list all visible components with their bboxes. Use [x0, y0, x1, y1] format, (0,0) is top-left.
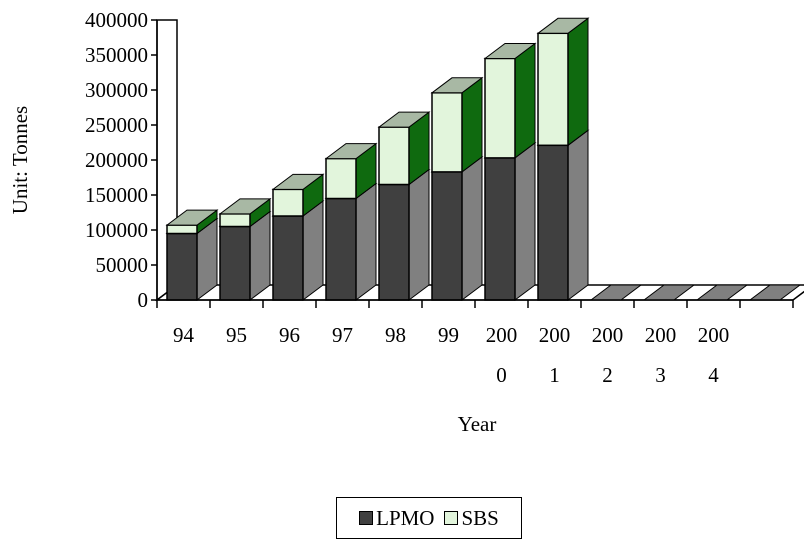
x-tick-label: 200 [592, 323, 624, 347]
y-tick-label: 350000 [85, 43, 148, 67]
x-axis-title: Year [458, 412, 497, 436]
bar-sbs-side [461, 76, 483, 173]
bar-sbs-top [430, 77, 484, 94]
x-tick-label-line2: 1 [549, 363, 560, 387]
y-tick-label: 100000 [85, 218, 148, 242]
bar-sbs-front [272, 188, 304, 217]
legend-swatch-sbs [444, 511, 459, 525]
bar-lpmo-side [355, 182, 377, 301]
x-tick-label-line2: 3 [655, 363, 666, 387]
bar-sbs [430, 76, 484, 173]
legend-item-sbs: SBS [444, 505, 499, 531]
x-tick-label: 95 [226, 323, 247, 347]
bar-lpmo-side [567, 129, 589, 301]
bar-lpmo-side [302, 200, 324, 301]
legend-swatch-lpmo [359, 511, 374, 525]
legend-label-sbs: SBS [461, 505, 499, 530]
bar-sbs-top [483, 43, 537, 59]
x-tick-label: 200 [539, 323, 571, 347]
bar-lpmo-front [484, 157, 516, 301]
x-tick-label-line2: 4 [708, 363, 719, 387]
bar-sbs-front [484, 57, 516, 159]
bar-lpmo-side [461, 155, 483, 301]
bar-sbs-top [536, 17, 590, 34]
x-tick-label-line2: 2 [602, 363, 613, 387]
x-tick-label: 97 [332, 323, 353, 347]
bar-sbs-front [378, 126, 410, 186]
x-tick-label: 99 [438, 323, 459, 347]
y-tick-label: 50000 [96, 253, 149, 277]
bar-sbs-top [271, 173, 325, 190]
bar-sbs [271, 173, 325, 217]
y-tick-label: 200000 [85, 148, 148, 172]
bar-sbs-top [377, 111, 431, 128]
y-axis: 400000 350000 300000 250000 200000 150000 1000… [85, 8, 158, 312]
bar-sbs [165, 209, 219, 235]
x-axis: 94 95 96 97 98 99 200 0 200 1 200 2 200 3 200 4 [156, 299, 794, 387]
x-tick-label: 200 [698, 323, 730, 347]
bar-lpmo-side [514, 141, 536, 301]
bar-sbs-top [165, 209, 219, 226]
x-tick-label-line2: 0 [496, 363, 507, 387]
bar-lpmo [430, 155, 484, 301]
bar-sbs [536, 17, 590, 147]
bar-sbs-side [567, 17, 589, 147]
bar-lpmo-front [166, 232, 198, 301]
legend: LPMO SBS [336, 497, 522, 539]
bar-lpmo-side [408, 168, 430, 301]
bar-sbs-top [218, 198, 272, 215]
y-tick-label: 250000 [85, 113, 148, 137]
bar-sbs-front [537, 32, 569, 147]
bars [165, 17, 802, 301]
bar-sbs [483, 42, 537, 159]
legend-label-lpmo: LPMO [376, 505, 435, 530]
bar-sbs-side [514, 42, 536, 159]
y-tick-label: 300000 [85, 78, 148, 102]
bar-lpmo [324, 182, 378, 301]
bar-lpmo [536, 129, 590, 301]
legend-item-lpmo: LPMO [359, 506, 434, 531]
bar-lpmo [483, 141, 537, 301]
bar-lpmo-front [537, 144, 569, 301]
bar-sbs-front [219, 213, 251, 228]
bar-lpmo-front [325, 197, 357, 301]
bar-sbs [324, 142, 378, 200]
x-tick-label: 98 [385, 323, 406, 347]
bar-sbs [377, 111, 431, 186]
y-tick-label: 400000 [85, 8, 148, 32]
y-axis-title: Unit: Tonnes [8, 106, 32, 214]
y-tick-label: 150000 [85, 183, 148, 207]
bar-sbs-front [325, 157, 357, 200]
bar-lpmo-front [431, 171, 463, 301]
x-tick-label: 94 [173, 323, 195, 347]
x-tick-label: 96 [279, 323, 300, 347]
x-tick-label: 200 [645, 323, 677, 347]
bar-sbs-front [166, 224, 198, 235]
bar-sbs-top [324, 143, 378, 160]
bar-lpmo-front [378, 183, 410, 301]
bar-lpmo-front [272, 215, 304, 301]
bar-lpmo-front [219, 225, 251, 301]
x-tick-label: 200 [486, 323, 518, 347]
bar-sbs-front [431, 92, 463, 173]
bar-sbs [218, 197, 272, 228]
y-tick-label: 0 [138, 288, 149, 312]
bar-lpmo [377, 168, 431, 301]
